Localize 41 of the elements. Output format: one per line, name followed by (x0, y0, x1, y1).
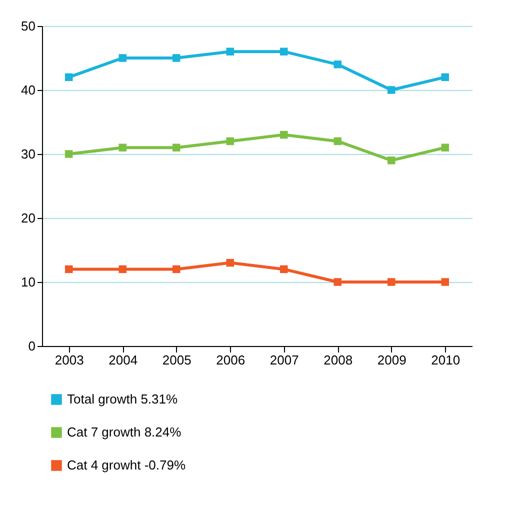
y-tick-label: 10 (21, 274, 36, 290)
point (118, 54, 126, 62)
point (280, 48, 288, 56)
x-tick-label: 2006 (216, 352, 246, 368)
point (280, 130, 288, 139)
point (172, 265, 180, 274)
point (280, 265, 288, 274)
point (65, 73, 73, 82)
point (441, 73, 449, 82)
x-tick-label: 2005 (162, 352, 192, 368)
point (334, 60, 342, 68)
x-tick-label: 2008 (324, 352, 353, 368)
x-tick-label: 2003 (54, 352, 84, 368)
point (441, 144, 449, 152)
point (118, 265, 126, 274)
legend-label: Cat 7 growth 8.24% (67, 424, 182, 440)
point (441, 278, 449, 286)
y-tick-label: 20 (21, 210, 36, 226)
point (388, 86, 396, 94)
point (226, 48, 234, 56)
point (334, 278, 342, 286)
y-tick-label: 0 (28, 338, 36, 354)
point (334, 137, 342, 146)
y-tick-label: 30 (21, 146, 36, 162)
y-tick-label: 50 (21, 18, 36, 34)
point (65, 150, 73, 158)
legend-label: Total growth 5.31% (67, 392, 178, 406)
legend-label: Cat 4 growht -0.79% (67, 458, 186, 472)
x-tick-label: 2004 (108, 352, 138, 368)
x-tick-label: 2009 (377, 352, 406, 368)
y-tick-label: 40 (21, 82, 36, 98)
x-tick-label: 2007 (270, 352, 299, 368)
point (226, 137, 234, 146)
point (118, 144, 126, 152)
x-tick-label: 2010 (431, 352, 460, 368)
point (65, 265, 73, 274)
point (388, 156, 396, 164)
point (172, 54, 180, 62)
point (388, 278, 396, 286)
point (172, 144, 180, 152)
point (226, 258, 234, 267)
